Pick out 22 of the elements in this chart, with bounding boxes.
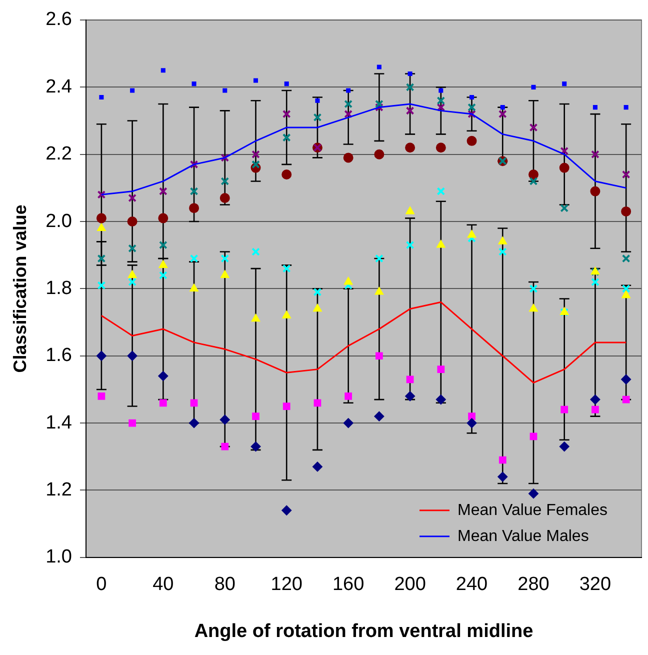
y-tick-label: 1.2	[46, 479, 72, 500]
y-tick-label: 2.2	[46, 144, 72, 165]
y-tick-label: 1.6	[46, 345, 72, 366]
x-tick-label: 160	[332, 574, 364, 596]
y-tick-label: 1.4	[46, 412, 72, 434]
x-tick-label: 40	[152, 574, 174, 596]
y-axis-title: Classification value	[10, 204, 30, 373]
x-tick-label: 80	[214, 574, 236, 596]
y-tick-label: 1.0	[46, 546, 72, 568]
y-tick-label: 2.0	[46, 210, 72, 232]
x-tick-label: 240	[456, 574, 488, 596]
x-tick-label: 120	[270, 574, 302, 596]
y-tick-label: 1.8	[46, 278, 72, 299]
x-tick-label: 320	[579, 574, 612, 596]
legend-label: Mean Value Males	[458, 528, 589, 545]
x-tick-label: 200	[394, 574, 426, 596]
y-tick-label: 2.4	[46, 76, 72, 98]
y-tick-label: 2.6	[46, 9, 72, 30]
x-tick-label: 280	[518, 574, 550, 596]
x-axis-title: Angle of rotation from ventral midline	[194, 620, 534, 642]
x-tick-label: 0	[96, 574, 107, 596]
legend-label: Mean Value Females	[458, 502, 608, 519]
